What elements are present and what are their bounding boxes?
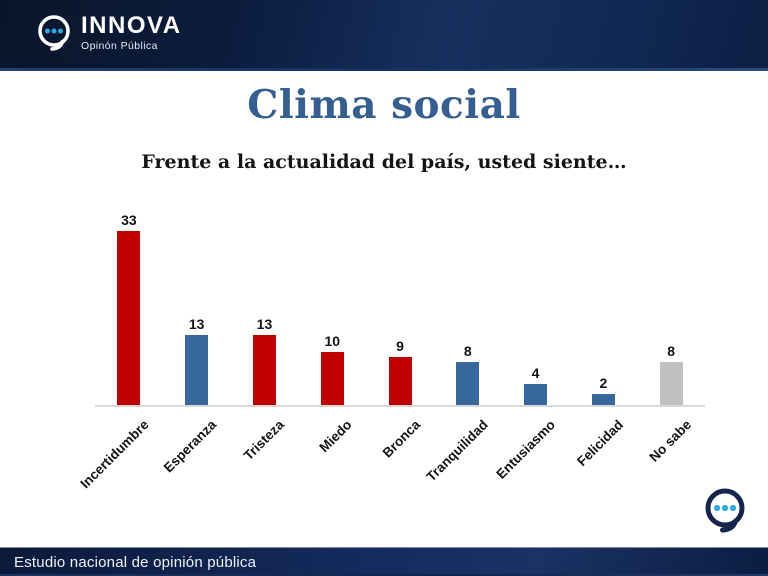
bar-chart: 33 Incertidumbre 13 Esperanza 13 Tristeza 10 Mi… [77,212,705,491]
bar-column: 9 Bronca [366,212,434,461]
logo-name: INNOVA [81,12,182,39]
bar [252,335,276,405]
speech-bubble-icon [38,15,70,51]
bar-column: 13 Esperanza [161,212,231,475]
innova-logo: INNOVA Opinón Pública [34,13,182,57]
category-label: Tranquilidad [423,417,491,485]
speech-bubble-icon [705,488,745,533]
bar-value-label: 8 [667,343,676,360]
bar-value-label: 4 [531,364,540,381]
bar [388,356,412,405]
bar-value-label: 33 [121,212,137,228]
bar-value-label: 13 [256,316,273,333]
category-label: Entusiasmo [493,417,559,482]
bar [591,394,615,405]
slide-title: Clima social [247,82,521,128]
bar-value-label: 8 [463,343,472,360]
logo-tagline: Opinón Pública [81,40,158,52]
bar-column: 13 Tristeza [231,212,299,463]
bar-value-label: 13 [188,316,205,333]
category-label: Bronca [379,417,423,461]
header-band: INNOVA Opinón Pública [0,0,768,71]
category-label: Felicidad [573,417,626,469]
category-label: No sabe [645,417,694,465]
chart-question: Frente a la actualidad del país, usted s… [141,151,627,173]
bar-value-label: 10 [324,332,341,349]
bar-column: 8 No sabe [637,212,705,465]
bar-column: 2 Felicidad [569,212,637,469]
bar [456,362,480,405]
bar [320,351,344,405]
category-label: Incertidumbre [77,417,152,492]
bar-column: 4 Entusiasmo [493,212,570,482]
category-label: Tristeza [240,417,288,464]
bar [524,383,548,405]
bar-value-label: 2 [599,375,608,392]
bar-column: 33 Incertidumbre [77,212,163,491]
bar [185,335,209,405]
footer-text: Estudio nacional de opinión pública [14,553,257,571]
footer-band: Estudio nacional de opinión pública [0,547,768,576]
category-label: Esperanza [160,417,220,476]
bar-value-label: 9 [396,337,404,354]
category-label: Miedo [316,417,355,456]
bar [659,362,683,405]
logo-text: INNOVA Opinón Pública [81,12,182,53]
plot-area: 33 Incertidumbre 13 Esperanza 13 Tristeza 10 Mi… [77,212,705,491]
bar [117,231,141,405]
bar-column: 10 Miedo [298,212,366,456]
bar-column: 8 Tranquilidad [423,212,502,484]
